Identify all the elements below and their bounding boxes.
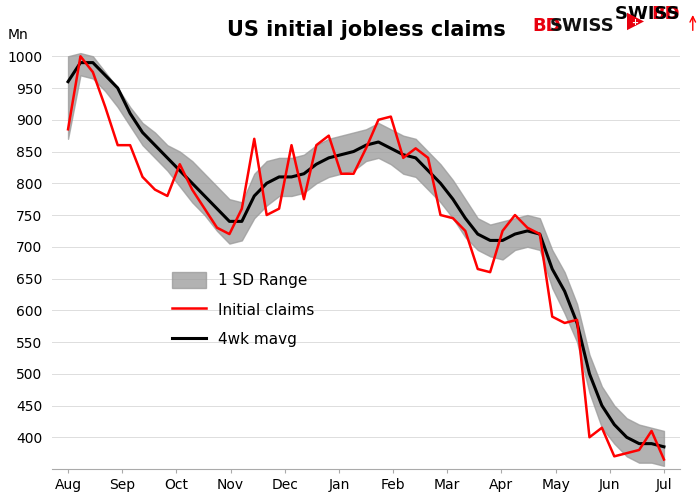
Text: SWISS: SWISS [566,4,680,22]
Text: SWISS: SWISS [550,17,615,35]
Legend: 1 SD Range, Initial claims, 4wk mavg: 1 SD Range, Initial claims, 4wk mavg [167,266,321,354]
Polygon shape [626,12,644,30]
Text: Mn: Mn [8,27,29,41]
Text: BD: BD [532,17,561,35]
Text: BD: BD [652,4,680,22]
Title: US initial jobless claims: US initial jobless claims [227,20,505,40]
Text: +: + [631,18,638,27]
